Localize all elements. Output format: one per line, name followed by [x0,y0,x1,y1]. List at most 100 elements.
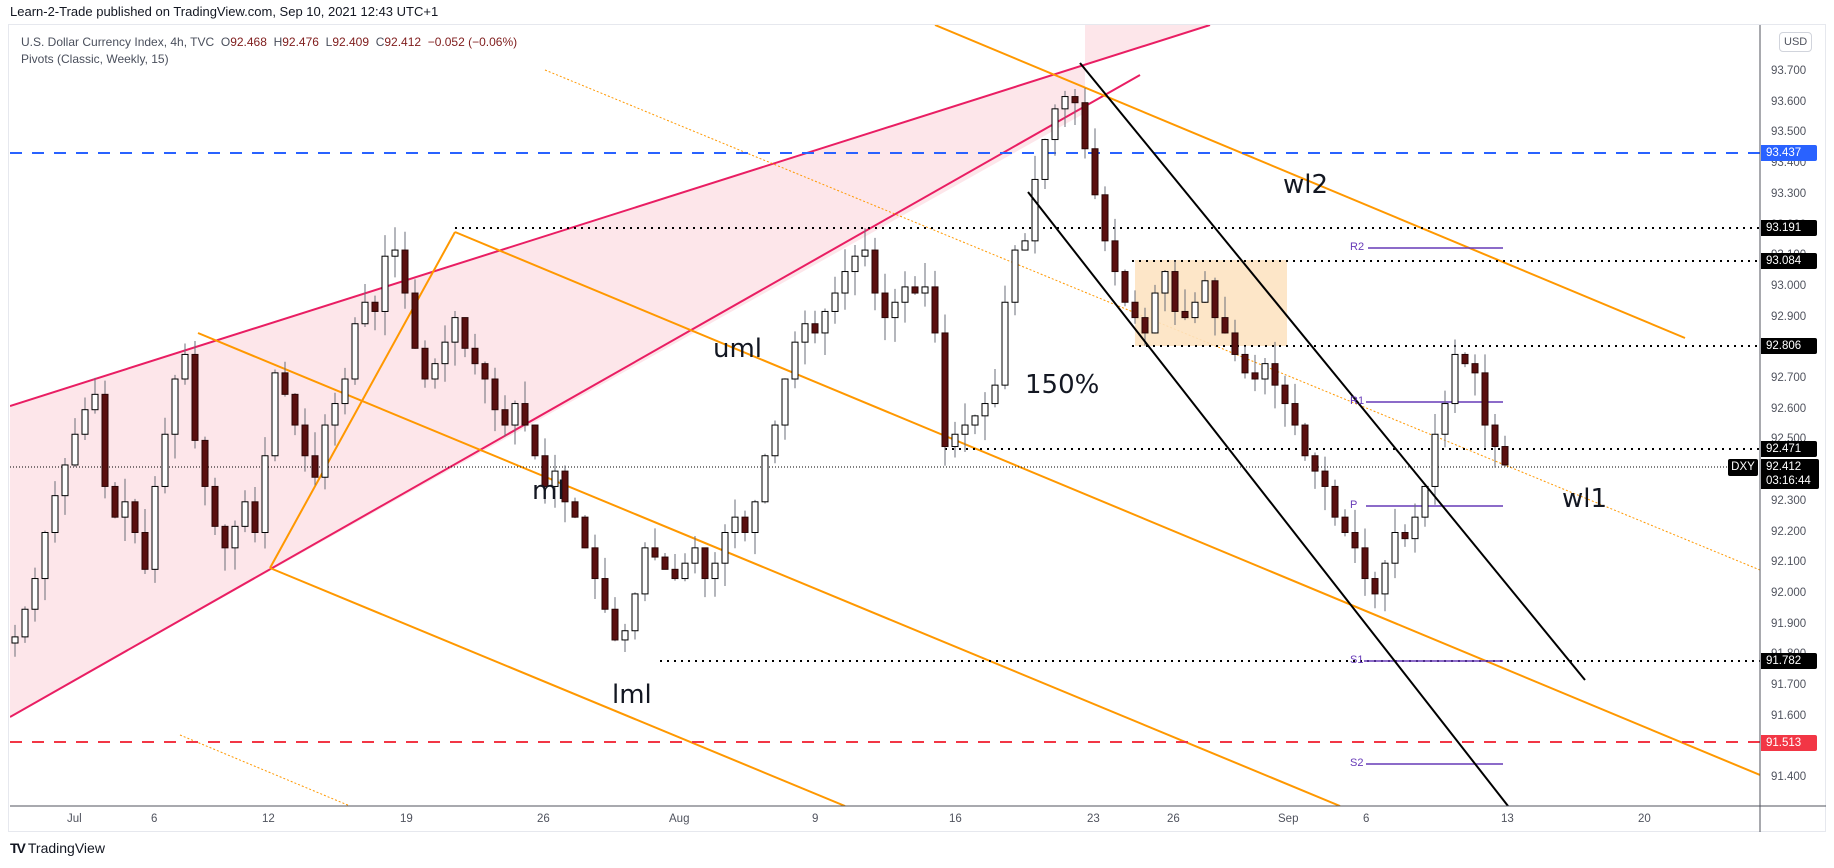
descending-channel-lower [1027,191,1509,806]
candle-down [1491,424,1499,448]
candle-down [1221,317,1229,334]
candle-up [641,547,649,595]
time-tick: Jul [67,813,82,825]
price-level-tag: 91.782 [1761,652,1817,669]
candle-down [671,568,679,580]
candle-down [661,556,669,570]
candle-down [111,485,119,518]
candle-down [531,424,539,457]
legend-open: 92.468 [230,35,267,49]
candle-up [711,562,719,580]
price-tick: 93.000 [1771,279,1807,292]
candle-up [761,455,769,503]
candle-up [351,323,359,380]
candle-down [471,347,479,365]
candle-down [201,439,209,487]
legend-indicator[interactable]: Pivots (Classic, Weekly, 15) [21,52,169,66]
candle-down [221,525,229,549]
candle-up [691,547,699,564]
candle-down [491,378,499,411]
candle-up [1061,96,1069,110]
candle-down [1071,96,1079,104]
price-tick: 92.100 [1771,556,1807,569]
time-tick: 12 [262,813,275,825]
candle-down [211,485,219,527]
candle-up [231,525,239,549]
rising-channel-upper [10,25,1211,407]
candle-up [731,516,739,534]
candle-down [931,286,939,334]
candle-up [1201,280,1209,303]
candle-down [101,393,109,487]
candle-up [1421,485,1429,518]
candle-up [361,301,369,325]
candle-down [131,501,139,533]
price-tick: 92.900 [1771,310,1807,323]
candle-down [741,516,749,534]
candle-up [161,433,169,487]
candle-up [621,630,629,641]
candle-up [781,378,789,426]
candle-down [251,501,259,533]
time-tick: 13 [1501,813,1514,825]
time-tick: 16 [949,813,962,825]
candle-up [1411,516,1419,540]
pitchfork-ml [197,332,1341,806]
candle-up [631,593,639,632]
candle-down [461,317,469,349]
candle-down [421,347,429,380]
tradingview-logo[interactable]: TV TradingView [10,840,105,856]
candle-up [841,271,849,294]
candle-down [811,323,819,334]
pivot-label-s2: S2 [1350,757,1364,769]
time-tick: 19 [400,813,413,825]
time-tick: 26 [537,813,550,825]
time-tick: 20 [1638,813,1651,825]
candle-up [891,301,899,319]
candle-up [51,495,59,534]
price-level-tag: 92.806 [1761,338,1817,355]
pitchfork-handle [269,231,456,569]
candle-up [751,501,759,533]
candle-down [1211,280,1219,319]
candle-up [451,317,459,343]
candle-down [1461,353,1469,365]
annotation-wl2: wl2 [1283,170,1329,200]
candle-down [411,292,419,349]
candle-up [391,249,399,257]
chart-legend: U.S. Dollar Currency Index, 4h, TVC O92.… [17,34,522,68]
candle-down [141,532,149,570]
candle-up [241,501,249,527]
candle-up [511,403,519,426]
candle-down [1231,332,1239,355]
currency-button[interactable]: USD [1779,32,1813,52]
candle-down [651,547,659,558]
candle-down [1141,317,1149,334]
legend-symbol: U.S. Dollar Currency Index, 4h, TVC [21,35,215,49]
pivot-label-r2: R2 [1350,241,1365,253]
candle-down [401,249,409,294]
legend-close: 92.412 [384,35,422,49]
time-tick: Aug [669,813,690,825]
annotation-ml: ml [532,476,565,506]
last-price: 92.412 [1766,461,1802,473]
candle-up [1001,301,1009,386]
candle-up [831,292,839,312]
candle-down [1301,424,1309,457]
legend-low: 92.409 [332,35,370,49]
pitchfork-upper-wl2 [934,25,1686,339]
price-tick: 93.500 [1771,126,1807,139]
candle-up [771,424,779,457]
pivot-label-p: P [1350,499,1358,511]
candle-up [1381,562,1389,595]
candle-up [1031,178,1039,242]
candle-down [871,249,879,294]
time-tick: 26 [1167,813,1180,825]
price-tick: 91.600 [1771,709,1807,722]
price-tick: 92.000 [1771,586,1807,599]
candle-down [301,424,309,457]
candle-down [1101,194,1109,242]
time-tick: 6 [1363,813,1370,825]
candle-up [971,415,979,426]
